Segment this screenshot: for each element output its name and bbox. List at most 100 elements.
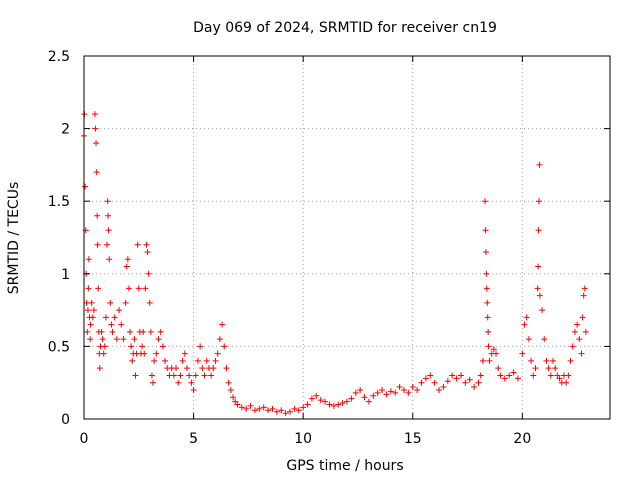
data-point [210,365,217,372]
data-point [291,405,298,412]
data-point [335,401,342,408]
data-point [466,376,473,383]
data-point [223,365,230,372]
data-point [173,365,180,372]
data-point [120,336,127,343]
data-point [330,402,337,409]
data-point [134,241,141,248]
data-point [532,365,539,372]
x-tick-label: 0 [80,431,89,447]
data-point [535,263,542,270]
data-point [85,285,92,292]
data-point [153,350,160,357]
data-point [157,328,164,335]
data-point [225,379,232,386]
data-point [485,343,492,350]
data-point [457,372,464,379]
data-point [387,388,394,395]
data-point [142,285,149,292]
data-point [146,299,153,306]
data-point [581,285,588,292]
x-tick-label: 5 [189,431,198,447]
data-point [475,379,482,386]
data-point [104,198,111,205]
data-point [535,198,542,205]
data-point [304,401,311,408]
data-point [431,379,438,386]
data-point [188,379,195,386]
data-point [186,372,193,379]
data-point [536,292,543,299]
data-point [94,241,101,248]
data-point [514,375,521,382]
data-point [422,375,429,382]
data-point [523,314,530,321]
data-point [483,285,490,292]
data-point [108,321,115,328]
data-point [453,375,460,382]
data-point [525,336,532,343]
plot-frame [83,55,611,420]
data-point [409,384,416,391]
data-point [179,357,186,364]
data-point [265,407,272,414]
data-point [247,402,254,409]
data-point [486,357,493,364]
data-point [100,350,107,357]
data-point [483,270,490,277]
data-point [91,111,98,118]
data-point [124,256,131,263]
data-point [313,392,320,399]
data-point [300,404,307,411]
data-point [579,314,586,321]
data-point [552,365,559,372]
data-point [111,314,118,321]
data-point [155,336,162,343]
data-point [170,372,177,379]
data-point [92,125,99,132]
data-point [144,249,151,256]
data-point [148,372,155,379]
data-point [199,365,206,372]
data-point [88,299,95,306]
data-point [519,350,526,357]
data-point [582,328,589,335]
data-point [326,401,333,408]
data-point [177,372,184,379]
data-point [427,372,434,379]
data-point [175,379,182,386]
data-point [159,343,166,350]
data-point [105,212,112,219]
data-point [129,357,136,364]
data-point [405,389,412,396]
data-point [84,328,91,335]
data-point [194,357,201,364]
data-point [95,285,102,292]
data-point [85,256,92,263]
data-point [132,372,139,379]
data-point [251,407,258,414]
data-point [543,357,550,364]
data-point [135,285,142,292]
data-point [418,379,425,386]
data-point [501,375,508,382]
data-point [106,256,113,263]
data-point [105,227,112,234]
grid-lines [84,56,610,419]
data-point [565,372,572,379]
data-point [539,307,546,314]
data-point [479,357,486,364]
data-point [567,357,574,364]
data-point [352,389,359,396]
data-point [436,386,443,393]
data-point [400,386,407,393]
data-point [574,321,581,328]
data-point [102,314,109,321]
data-point [212,357,219,364]
data-point [107,299,114,306]
data-point [569,343,576,350]
data-point [493,350,500,357]
data-point [530,372,537,379]
data-point [495,365,502,372]
chart-title: Day 069 of 2024, SRMTID for receiver cn1… [193,20,497,36]
